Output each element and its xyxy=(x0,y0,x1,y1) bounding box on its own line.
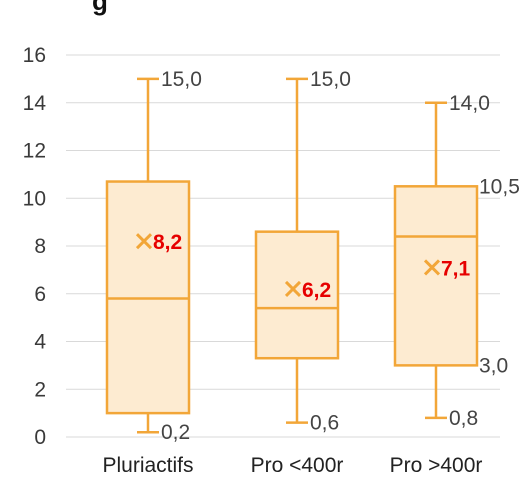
category-label-1: Pro <400r xyxy=(251,454,344,476)
y-tick-label-14: 14 xyxy=(23,92,47,115)
y-tick-label-6: 6 xyxy=(34,283,46,306)
y-tick-label-8: 8 xyxy=(34,235,46,258)
mean-label-2: 7,1 xyxy=(441,257,471,280)
iqr-box xyxy=(393,185,479,367)
y-tick-label-0: 0 xyxy=(34,426,46,449)
min-label-0: 0,2 xyxy=(161,421,190,444)
y-tick-label-12: 12 xyxy=(23,140,46,163)
q1-label-2: 3,0 xyxy=(479,354,508,377)
mean-marker xyxy=(423,259,441,276)
mean-label-0: 8,2 xyxy=(153,231,182,254)
box-group-0 xyxy=(105,77,191,434)
y-tick-label-2: 2 xyxy=(34,378,46,401)
mean-marker xyxy=(135,233,153,250)
min-label-2: 0,8 xyxy=(449,407,478,430)
min-label-1: 0,6 xyxy=(310,412,339,435)
y-tick-label-10: 10 xyxy=(23,187,46,210)
q3-label-2: 10,5 xyxy=(479,175,520,198)
max-label-0: 15,0 xyxy=(161,68,202,91)
y-tick-label-4: 4 xyxy=(34,331,46,354)
box-group-1 xyxy=(254,77,340,424)
box-group-2 xyxy=(393,101,479,420)
chart-title-fragment: g xyxy=(92,0,108,16)
mean-marker xyxy=(284,280,302,298)
category-label-2: Pro >400r xyxy=(390,454,483,476)
max-label-2: 14,0 xyxy=(449,92,490,115)
max-label-1: 15,0 xyxy=(310,68,351,91)
mean-label-1: 6,2 xyxy=(302,279,331,302)
category-label-0: Pluriactifs xyxy=(102,454,193,476)
y-tick-label-16: 16 xyxy=(23,44,46,67)
